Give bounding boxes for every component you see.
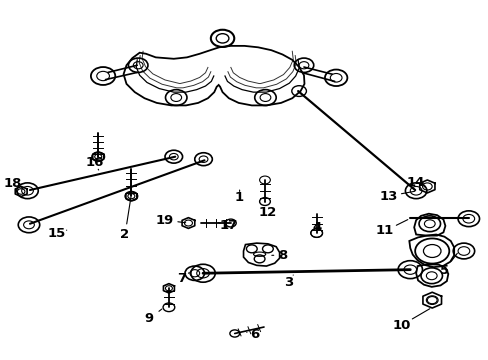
Text: 8: 8 <box>277 249 286 262</box>
Text: 1: 1 <box>235 192 244 204</box>
Text: 13: 13 <box>378 190 397 203</box>
Text: 4: 4 <box>311 221 321 234</box>
Text: 17: 17 <box>219 219 237 232</box>
Text: 16: 16 <box>85 156 103 169</box>
Text: 15: 15 <box>47 226 66 239</box>
Text: 9: 9 <box>144 312 154 325</box>
Text: 10: 10 <box>391 319 410 332</box>
Text: 19: 19 <box>155 214 173 227</box>
Text: 7: 7 <box>177 272 186 285</box>
Text: 14: 14 <box>406 176 425 189</box>
Text: 5: 5 <box>439 264 448 277</box>
Text: 11: 11 <box>375 224 393 238</box>
Text: 6: 6 <box>249 328 258 341</box>
Text: 12: 12 <box>258 206 277 219</box>
Text: 18: 18 <box>4 177 22 190</box>
Text: 2: 2 <box>120 228 129 241</box>
Text: 3: 3 <box>283 276 292 289</box>
